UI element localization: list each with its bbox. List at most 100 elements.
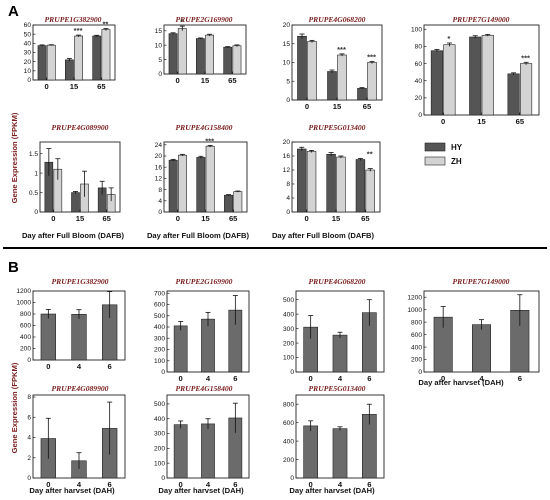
bar <box>74 35 83 81</box>
y-tick-label: 10 <box>24 68 32 75</box>
y-tick-label: 0 <box>286 209 290 216</box>
bar <box>223 46 233 75</box>
bar <box>173 325 188 373</box>
y-tick-label: 600 <box>154 302 165 309</box>
chart-title: PRUPE1G382900 <box>45 15 102 24</box>
legend-swatch-zh <box>424 156 446 166</box>
y-tick-label: 200 <box>283 457 294 464</box>
y-tick-label: 200 <box>154 347 165 354</box>
y-tick-label: 1200 <box>407 294 422 301</box>
chart-title: PRUPE2G169900 <box>176 277 233 286</box>
y-tick-label: 12 <box>155 176 163 183</box>
y-tick-label: 300 <box>283 326 294 333</box>
chart-title: PRUPE4G089900 <box>52 123 109 132</box>
panel-a-letter: A <box>8 3 19 20</box>
chart-12: PRUPE4G089900 0 2 4 6 8 0 4 6 <box>27 384 126 489</box>
y-tick-label: 0 <box>158 71 162 78</box>
x-tick-label: 65 <box>97 82 106 91</box>
y-tick-label: 800 <box>411 319 422 326</box>
bar <box>520 63 533 116</box>
x-tick-label: 0 <box>179 480 183 489</box>
y-tick-label: 40 <box>24 41 32 48</box>
y-tick-label: 15 <box>155 28 163 35</box>
y-tick-label: 6 <box>27 414 31 421</box>
bar <box>326 153 336 213</box>
y-tick-label: 60 <box>24 22 32 29</box>
bar <box>177 28 187 75</box>
bar <box>297 35 307 101</box>
significance-mark: *** <box>74 26 83 35</box>
y-tick-label: 100 <box>283 355 294 362</box>
y-tick-label: 1200 <box>16 288 31 295</box>
x-tick-label: 0 <box>45 82 49 91</box>
panel-b-ylabel-2: Gene Expression (FPKM) <box>10 362 19 453</box>
bar <box>46 44 56 81</box>
x-tick-label: 15 <box>201 76 210 85</box>
y-tick-label: 0 <box>290 369 294 376</box>
y-tick-label: 4 <box>27 435 31 442</box>
chart-title: PRUPE4G089900 <box>52 384 109 393</box>
y-tick-label: 20 <box>283 139 291 146</box>
y-tick-label: 8 <box>286 181 290 188</box>
y-tick-label: 1000 <box>16 300 31 307</box>
y-tick-label: 20 <box>24 59 32 66</box>
significance-mark: * <box>180 17 183 26</box>
x-tick-label: 0 <box>441 374 445 383</box>
bar <box>471 324 491 373</box>
bar <box>201 318 215 373</box>
y-tick-label: 20 <box>283 22 291 29</box>
panel-b-xlabel-3: Day after harvset (DAH) <box>158 486 244 495</box>
bar <box>355 159 366 213</box>
x-tick-label: 6 <box>367 480 371 489</box>
y-tick-label: 10 <box>283 60 291 67</box>
x-tick-label: 0 <box>46 480 50 489</box>
y-tick-label: 500 <box>154 313 165 320</box>
panel-b-xlabel-1: Day after harvset (DAH) <box>418 378 504 387</box>
y-tick-label: 1000 <box>407 307 422 314</box>
y-tick-label: 5 <box>286 78 290 85</box>
y-tick-label: 50 <box>24 31 32 38</box>
x-tick-label: 6 <box>108 362 112 371</box>
significance-mark: *** <box>337 45 346 54</box>
y-tick-label: 16 <box>283 153 291 160</box>
chart-7: PRUPE5G013400 0 4 8 12 16 20 0 15 65 ** <box>283 123 381 223</box>
panel-b-letter: B <box>8 259 19 276</box>
bar <box>201 423 215 479</box>
chart-2: PRUPE2G169900 0 5 10 15 0 * 15 65 <box>155 15 247 85</box>
x-tick-label: 0 <box>176 214 180 223</box>
bar <box>205 145 215 213</box>
significance-mark: *** <box>205 136 214 145</box>
x-tick-label: 6 <box>108 480 112 489</box>
bar <box>481 34 494 116</box>
y-tick-label: 100 <box>154 358 165 365</box>
bar <box>332 334 348 373</box>
x-tick-label: 15 <box>76 214 85 223</box>
y-tick-label: 40 <box>415 78 423 85</box>
y-tick-label: 400 <box>154 416 165 423</box>
y-tick-label: 0 <box>418 369 422 376</box>
y-tick-label: 400 <box>20 334 31 341</box>
y-tick-label: 400 <box>283 438 294 445</box>
y-tick-label: 200 <box>154 446 165 453</box>
bar <box>224 194 233 213</box>
bar <box>332 428 348 479</box>
bar <box>365 169 375 213</box>
x-tick-label: 15 <box>201 214 210 223</box>
x-tick-label: 4 <box>77 480 82 489</box>
chart-5: PRUPE4G089900 0 0.5 1 1.5 0 15 65 <box>29 123 121 223</box>
bar <box>337 54 347 101</box>
y-tick-label: 300 <box>154 335 165 342</box>
bar <box>297 148 307 213</box>
legend-label-zh: ZH <box>451 157 462 166</box>
significance-mark: ** <box>102 19 108 28</box>
x-tick-label: 65 <box>229 214 238 223</box>
bar <box>40 313 56 361</box>
chart-11: PRUPE7G149000 0 200 400 600 800 1000 1200 0 4 6 <box>407 277 540 383</box>
legend-label-hy: HY <box>451 143 463 152</box>
x-tick-label: 0 <box>176 76 180 85</box>
x-tick-label: 15 <box>70 82 79 91</box>
x-tick-label: 0 <box>305 214 309 223</box>
bar <box>101 29 111 81</box>
significance-mark: * <box>447 34 450 43</box>
